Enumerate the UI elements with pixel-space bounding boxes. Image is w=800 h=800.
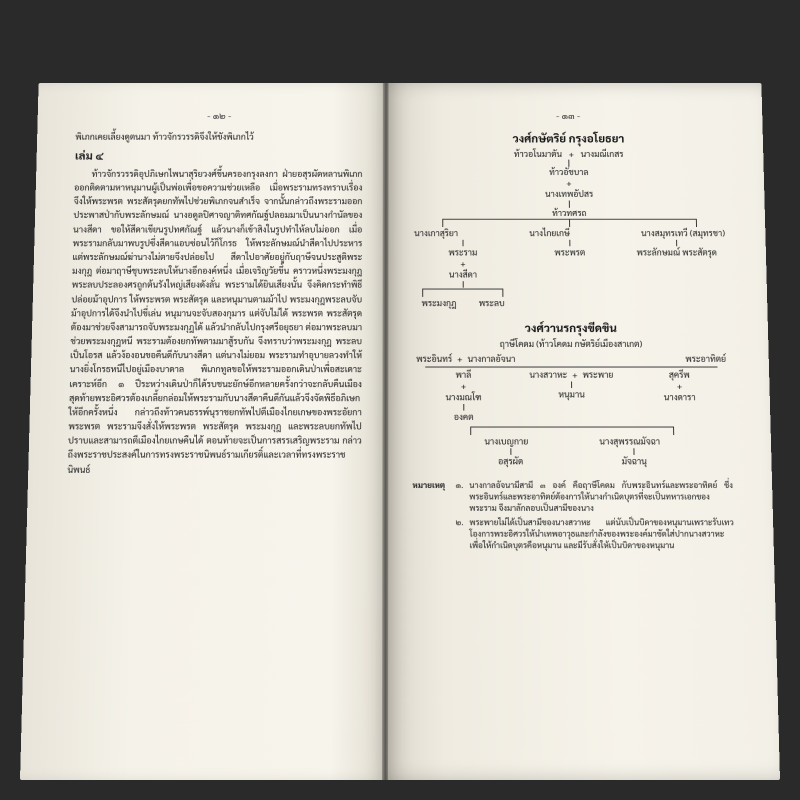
chart2-tree: ฤาษีโคดม (ท้าวโคดม กษัตริย์เมืองสาเกต) พ… — [412, 339, 732, 468]
tree-connector — [569, 240, 570, 246]
note-1-text: นางกาลอัจนามีสามี ๓ องค์ คือฤาษีโคดม กับ… — [469, 479, 733, 514]
left-page: - ๑๒ - พิเภกเคยเลี้ยงดูตนมา ท้าวจักรวรรด… — [20, 83, 386, 780]
plus-icon: + — [412, 380, 514, 391]
lead-line: พิเภกเคยเลี้ยงดูตนมา ท้าวจักรวรรดิจึงให้… — [75, 131, 362, 145]
chart1-gc1: พระมงกุฎ — [422, 298, 457, 309]
chart2-title: วงศ์วานรกรุงขีดขิน — [412, 320, 729, 335]
chart2-hanuman: หนุมาน — [520, 389, 622, 400]
notes-label: หมายเหตุ — [413, 479, 456, 514]
chart1-wife3: นางสมุทรเทวี (สมุทรชา) — [641, 228, 725, 239]
chart2-sukrip: สุครีพ — [628, 369, 730, 380]
right-page: - ๑๓ - วงศ์กษัตริย์ กรุงอโยธยา ท้าวอโนมา… — [385, 83, 780, 780]
tree-connector — [568, 160, 569, 167]
left-page-body: พิเภกเคยเลี้ยงดูตนมา ท้าวจักรวรรดิจึงให้… — [67, 131, 362, 478]
chart1-gc2: พระลบ — [479, 298, 505, 309]
open-book: - ๑๒ - พิเภกเคยเลี้ยงดูตนมา ท้าวจักรวรรด… — [20, 83, 780, 780]
chart1-gen2-spouse: นางเทพอัปสร — [545, 189, 593, 200]
note-number: ๑. — [456, 479, 470, 514]
plus-icon: + — [457, 353, 462, 364]
plus-icon: + — [412, 258, 513, 269]
chart2-phraphai: พระพาย — [583, 369, 614, 380]
chart2-pali: พาลี — [412, 369, 514, 380]
chart1-tree: ท้าวอโนมาตัน + นางมณีเกสร ท้าวอัชบาล + น… — [412, 149, 729, 310]
section-heading: เล่ม ๔ — [75, 147, 363, 165]
plus-icon: + — [572, 369, 577, 380]
plus-icon: + — [566, 178, 571, 189]
body-paragraph: ท้าวจักรวรรดิอุปภิเษกไพนาสุริยวงศ์ขึ้นคร… — [67, 168, 362, 478]
tree-connector — [425, 366, 717, 367]
chart2-matchanu: มัจฉานุ — [622, 456, 647, 467]
chart2-left-p2: นางกาลอัจนา — [467, 353, 515, 364]
book-spine — [382, 83, 389, 780]
plus-icon: + — [569, 149, 574, 160]
chart1-gen2: ท้าวอัชบาล — [549, 167, 588, 178]
chart2-asuraphat: อสุรผัด — [498, 456, 523, 467]
tree-connector — [462, 240, 463, 246]
chart1-title: วงศ์กษัตริย์ กรุงอโยธยา — [412, 131, 725, 145]
tree-connector — [571, 381, 572, 388]
tree-branch — [418, 219, 721, 228]
tree-connector — [463, 281, 464, 287]
chart1-child3: พระลักษมณ์ พระสัตรุด — [626, 247, 727, 258]
tree-connector — [676, 240, 677, 246]
chart1-child2: พระพรต — [519, 247, 620, 258]
chart2-pali-spouse: นางมณโฑ — [412, 392, 514, 403]
note-2-text: พระพายไม่ได้เป็นสามีของนางสวาหะ แต่นับเป… — [469, 517, 734, 552]
tree-branch — [422, 289, 503, 298]
chart2-ongkot: องคต — [412, 412, 514, 423]
right-page-number: - ๑๓ - — [412, 110, 724, 122]
left-page-number: - ๑๒ - — [76, 110, 363, 122]
tree-branch — [470, 427, 674, 436]
tree-connector — [633, 449, 634, 456]
chart2-sawahe: นางสวาหะ — [529, 369, 567, 380]
footnotes: หมายเหตุ ๑. นางกาลอัจนามีสามี ๓ องค์ คือ… — [413, 479, 735, 552]
chart1-child1: พระราม — [412, 247, 513, 258]
chart1-gen3: ท้าวทศรถ — [552, 207, 587, 218]
chart1-root-left: ท้าวอโนมาตัน — [514, 149, 562, 160]
chart2-dara: นางดารา — [629, 392, 731, 403]
tree-connector — [510, 449, 511, 456]
chart1-root-right: นางมณีเกสร — [581, 149, 624, 160]
chart2-benkai: นางเบญกาย — [484, 436, 528, 447]
tree-connector — [569, 200, 570, 207]
chart1-wife2: นางไกยเกษี — [529, 228, 570, 239]
note-number: ๒. — [456, 517, 470, 552]
chart1-rama-spouse: นางสีดา — [412, 269, 513, 280]
chart2-subtitle: ฤาษีโคดม (ท้าวโคดม กษัตริย์เมืองสาเกต) — [500, 339, 643, 350]
plus-icon: + — [628, 380, 730, 391]
chart2-suphan: นางสุพรรณมัจฉา — [599, 436, 660, 447]
chart2-left-p1: พระอินทร์ — [416, 353, 452, 364]
book-cover-edge — [756, 83, 780, 780]
chart1-wife1: นางเกาสุริยา — [414, 228, 458, 239]
chart2-right-name: พระอาทิตย์ — [685, 353, 726, 364]
tree-connector — [463, 404, 464, 411]
